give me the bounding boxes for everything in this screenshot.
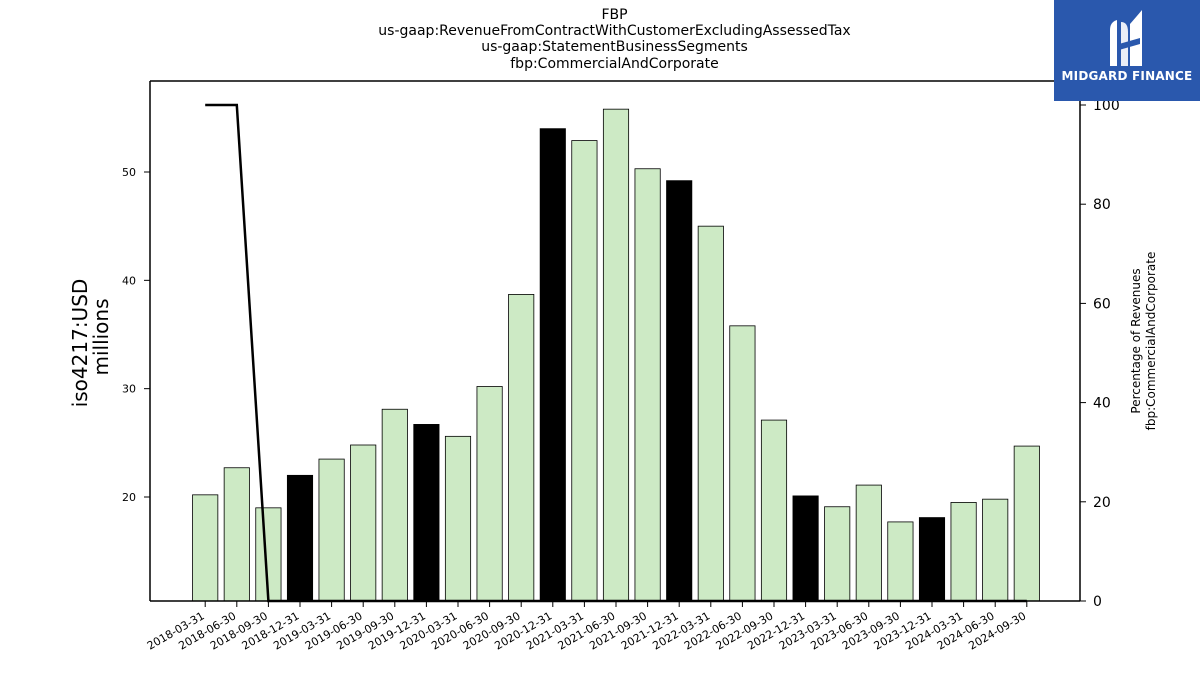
bar <box>413 424 440 602</box>
brand-logo: MIDGARD FINANCE <box>1054 0 1200 101</box>
bar <box>508 294 535 602</box>
bar <box>192 494 219 602</box>
y2-axis-label-member: fbp:CommercialAndCorporate <box>1144 252 1158 431</box>
bar <box>950 502 977 602</box>
y-tick-label: 20 <box>122 491 136 504</box>
bar <box>982 498 1009 602</box>
bar <box>697 225 724 602</box>
bar <box>381 408 408 602</box>
bar <box>855 484 882 602</box>
bar <box>918 517 946 602</box>
bar <box>286 474 314 602</box>
y-tick-label: 50 <box>122 166 136 179</box>
chart-title-member: fbp:CommercialAndCorporate <box>510 56 719 72</box>
y-tick-label: 40 <box>122 274 136 287</box>
brand-name: MIDGARD FINANCE <box>1061 69 1193 83</box>
y2-tick-label: 60 <box>1093 296 1111 312</box>
chart-title-company: FBP <box>601 7 628 23</box>
bar <box>666 180 693 602</box>
bar <box>571 140 598 602</box>
bar <box>792 495 819 602</box>
y-tick-label: 30 <box>122 383 136 396</box>
bar <box>223 467 250 602</box>
y2-tick-label: 40 <box>1093 396 1111 412</box>
chart-title-axis: us-gaap:StatementBusinessSegments <box>481 39 748 55</box>
y2-axis-label: Percentage of Revenues <box>1129 268 1143 413</box>
bar <box>760 419 788 602</box>
bar <box>634 168 661 602</box>
bar <box>476 386 503 602</box>
bar <box>602 108 630 602</box>
bar <box>318 458 345 602</box>
bar <box>1013 445 1040 602</box>
y2-tick-label: 80 <box>1093 197 1111 213</box>
bar <box>729 325 756 602</box>
y2-tick-label: 100 <box>1093 98 1120 114</box>
bar <box>444 435 472 602</box>
y-axis-label: iso4217:USD <box>68 279 92 408</box>
chart-title-concept: us-gaap:RevenueFromContractWithCustomerE… <box>378 23 851 39</box>
bar <box>887 521 914 602</box>
bar <box>824 506 851 602</box>
bar <box>350 444 377 602</box>
midgard-logo-icon <box>1110 10 1142 66</box>
y-axis-label-unit: millions <box>89 298 113 375</box>
y2-tick-label: 0 <box>1093 594 1102 610</box>
y2-tick-label: 20 <box>1093 495 1111 511</box>
bar <box>539 128 566 602</box>
